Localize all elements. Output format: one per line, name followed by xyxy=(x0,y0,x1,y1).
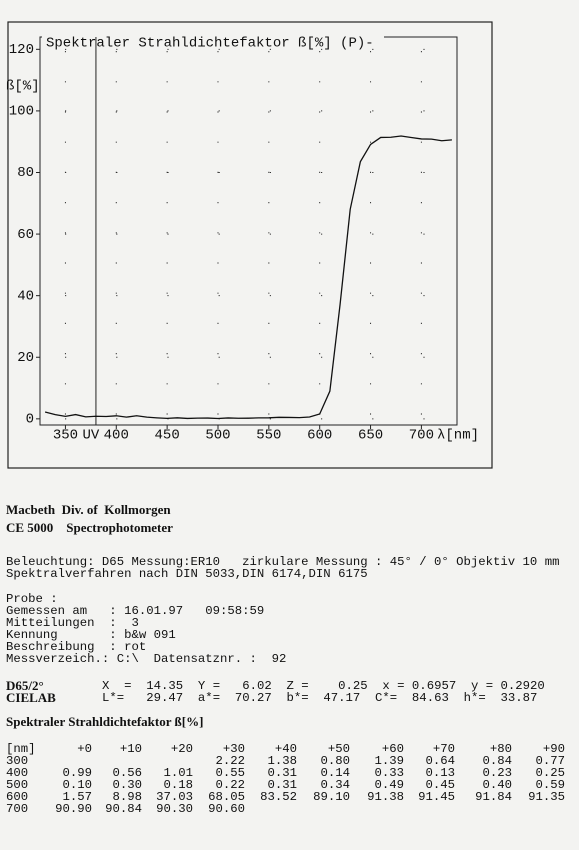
table-title: Spektraler Strahldichtefaktor ß[%] xyxy=(6,714,204,729)
table-cell: 0.10 xyxy=(62,778,92,792)
chart-title: Spektraler Strahldichtefaktor ß[%] (P)- xyxy=(46,36,374,52)
table-cell: 37.03 xyxy=(156,790,193,804)
table-cell: 90.30 xyxy=(156,802,193,816)
table-cell: 0.40 xyxy=(482,778,512,792)
company: Macbeth Div. of Kollmorgen xyxy=(6,502,171,517)
table-cell: 600 xyxy=(6,790,29,804)
table-cell: 90.60 xyxy=(208,802,245,816)
table-header: +10 xyxy=(119,742,142,756)
table-cell: 700 xyxy=(6,802,29,816)
table-cell: 89.10 xyxy=(313,790,350,804)
table-cell: 1.38 xyxy=(267,754,297,768)
table-header: +20 xyxy=(170,742,193,756)
y-tick-label: 20 xyxy=(17,350,34,366)
table-cell: 68.05 xyxy=(208,790,245,804)
colorimetry-label: D65/2° xyxy=(6,678,44,693)
device: CE 5000 Spectrophotometer xyxy=(6,520,173,535)
table-cell: 0.14 xyxy=(320,766,350,780)
x-axis-label: λ[nm] xyxy=(437,428,479,444)
table-header: +70 xyxy=(432,742,455,756)
x-tick-label: 350 xyxy=(53,428,78,444)
table-cell: 1.01 xyxy=(163,766,193,780)
table-cell: 2.22 xyxy=(215,754,245,768)
sample-field: Beschreibung : rot xyxy=(6,640,147,654)
settings-line: Beleuchtung: D65 Messung:ER10 zirkulare … xyxy=(6,555,560,569)
x-tick-label: 650 xyxy=(358,428,383,444)
table-cell: 1.39 xyxy=(374,754,404,768)
table-cell: 0.25 xyxy=(535,766,565,780)
uv-label: UV xyxy=(83,428,100,444)
table-cell: 91.45 xyxy=(418,790,455,804)
x-tick-label: 400 xyxy=(104,428,129,444)
title-bg xyxy=(42,34,384,48)
table-cell: 400 xyxy=(6,766,29,780)
table-cell: 0.31 xyxy=(267,766,297,780)
x-tick-label: 450 xyxy=(155,428,180,444)
x-tick-label: 600 xyxy=(307,428,332,444)
table-header: +30 xyxy=(222,742,245,756)
table-header: +90 xyxy=(542,742,565,756)
table-cell: 300 xyxy=(6,754,29,768)
settings-line: Spektralverfahren nach DIN 5033,DIN 6174… xyxy=(6,567,368,581)
table-cell: 0.56 xyxy=(112,766,142,780)
table-cell: 83.52 xyxy=(260,790,297,804)
table-cell: 0.22 xyxy=(215,778,245,792)
table-header: +80 xyxy=(489,742,512,756)
chart-frame xyxy=(7,21,493,469)
table-cell: 0.64 xyxy=(425,754,455,768)
table-cell: 0.30 xyxy=(112,778,142,792)
table-cell: 0.34 xyxy=(320,778,350,792)
table-header: +40 xyxy=(274,742,297,756)
sample-label: Probe : xyxy=(6,592,58,606)
y-tick-label: 60 xyxy=(17,227,34,243)
table-cell: 1.57 xyxy=(62,790,92,804)
table-cell: 0.23 xyxy=(482,766,512,780)
table-cell: 0.99 xyxy=(62,766,92,780)
sample-field: Kennung : b&w 091 xyxy=(6,628,176,642)
table-cell: 0.18 xyxy=(163,778,193,792)
plot-frame xyxy=(39,36,458,426)
x-tick-label: 700 xyxy=(409,428,434,444)
table-header: +60 xyxy=(381,742,404,756)
table-cell: 0.49 xyxy=(374,778,404,792)
table-cell: 0.13 xyxy=(425,766,455,780)
table-cell: 90.90 xyxy=(55,802,92,816)
y-tick-label: 120 xyxy=(9,42,34,58)
y-tick-label: 80 xyxy=(17,165,34,181)
sample-field: Mitteilungen : 3 xyxy=(6,616,139,630)
table-header: [nm] xyxy=(6,742,36,756)
chart: Spektraler Strahldichtefaktor ß[%] (P)- … xyxy=(6,21,493,469)
y-tick-label: 0 xyxy=(26,412,34,428)
table-cell: 0.77 xyxy=(535,754,565,768)
table-header: +0 xyxy=(77,742,92,756)
table-cell: 0.33 xyxy=(374,766,404,780)
table-cell: 0.59 xyxy=(535,778,565,792)
table-cell: 91.38 xyxy=(367,790,404,804)
table-cell: 91.84 xyxy=(475,790,512,804)
spectral-curve xyxy=(44,135,452,420)
table-cell: 0.84 xyxy=(482,754,512,768)
sample-field: Gemessen am : 16.01.97 09:58:59 xyxy=(6,604,265,618)
y-axis-label: ß[%] xyxy=(6,79,40,95)
x-tick-label: 550 xyxy=(256,428,281,444)
table-cell: 0.55 xyxy=(215,766,245,780)
table-cell: 0.45 xyxy=(425,778,455,792)
table-cell: 91.35 xyxy=(528,790,565,804)
colorimetry-values: L*= 29.47 a*= 70.27 b*= 47.17 C*= 84.63 … xyxy=(102,691,538,705)
table-cell: 0.31 xyxy=(267,778,297,792)
y-tick-label: 100 xyxy=(9,104,34,120)
table-header: +50 xyxy=(327,742,350,756)
table-cell: 8.98 xyxy=(112,790,142,804)
sample-field: Messverzeich.: C:\ Datensatznr. : 92 xyxy=(6,652,287,666)
y-tick-label: 40 xyxy=(17,288,34,304)
table-cell: 90.84 xyxy=(105,802,142,816)
table-cell: 500 xyxy=(6,778,29,792)
colorimetry-label: CIELAB xyxy=(6,690,56,705)
x-tick-label: 500 xyxy=(205,428,230,444)
table-cell: 0.80 xyxy=(320,754,350,768)
colorimetry-values: X = 14.35 Y = 6.02 Z = 0.25 x = 0.6957 y… xyxy=(102,679,545,693)
